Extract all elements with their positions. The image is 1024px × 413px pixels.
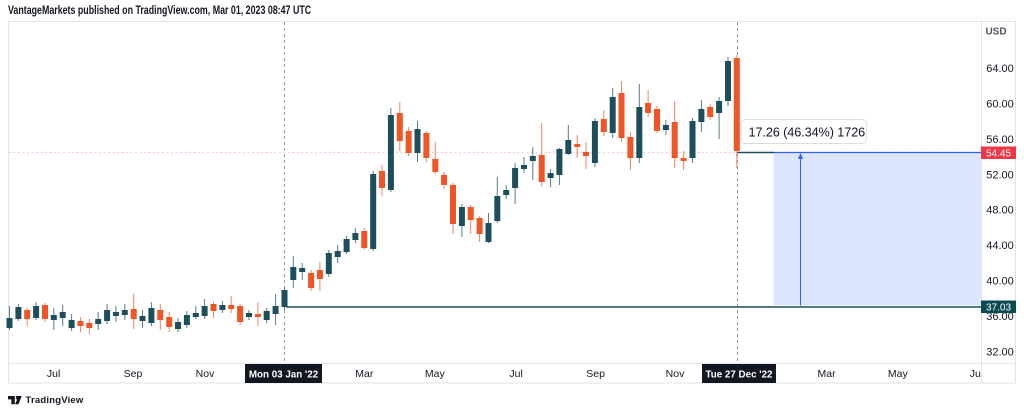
- svg-text:Ju: Ju: [970, 368, 981, 380]
- svg-text:17.26 (46.34%) 1726: 17.26 (46.34%) 1726: [749, 125, 866, 139]
- svg-text:Mar: Mar: [355, 368, 374, 380]
- svg-text:48.00: 48.00: [986, 205, 1014, 217]
- svg-text:36.00: 36.00: [986, 311, 1014, 323]
- svg-text:Mar: Mar: [818, 368, 837, 380]
- svg-text:32.00: 32.00: [986, 347, 1014, 359]
- svg-text:56.00: 56.00: [986, 134, 1014, 146]
- svg-text:Nov: Nov: [666, 368, 685, 380]
- svg-text:64.00: 64.00: [986, 63, 1014, 75]
- svg-text:Mon 03 Jan '22: Mon 03 Jan '22: [249, 370, 319, 381]
- svg-text:USD: USD: [985, 27, 1006, 38]
- svg-text:Jul: Jul: [47, 368, 60, 380]
- svg-text:Nov: Nov: [196, 368, 215, 380]
- svg-text:44.00: 44.00: [986, 240, 1014, 252]
- svg-text:54.45: 54.45: [986, 148, 1011, 159]
- svg-text:Tue 27 Dec '22: Tue 27 Dec '22: [706, 370, 774, 381]
- svg-text:Jul: Jul: [509, 368, 522, 380]
- svg-text:52.00: 52.00: [986, 169, 1014, 181]
- svg-text:May: May: [888, 368, 909, 380]
- svg-text:40.00: 40.00: [986, 276, 1014, 288]
- svg-text:60.00: 60.00: [986, 98, 1014, 110]
- svg-text:Sep: Sep: [586, 368, 605, 380]
- svg-text:37.03: 37.03: [986, 302, 1011, 313]
- svg-text:Sep: Sep: [124, 368, 143, 380]
- svg-text:May: May: [425, 368, 446, 380]
